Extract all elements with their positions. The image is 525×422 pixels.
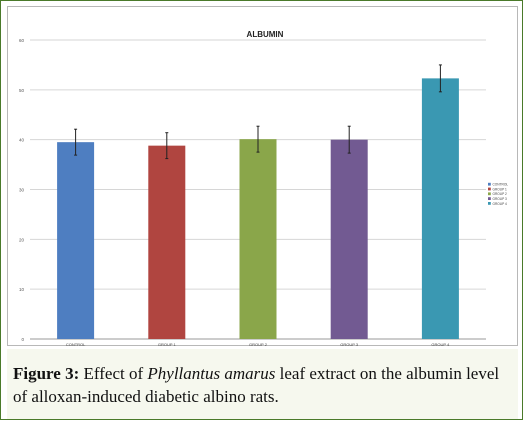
legend-label: GROUP 4 <box>493 202 508 206</box>
bar-group-4 <box>421 78 459 339</box>
chart-title: ALBUMIN <box>247 30 284 39</box>
caption-text-after: leaf extract on the albumin level of all… <box>13 364 500 406</box>
y-tick-label: 60 <box>19 38 25 43</box>
legend-swatch <box>488 182 491 186</box>
y-tick-label: 50 <box>19 88 25 93</box>
y-tick-label: 30 <box>19 188 25 193</box>
x-axis-labels: CONTROL GROUP 1 GROUP 2 GROUP 3 GROUP 4 <box>66 342 450 347</box>
error-bars <box>74 64 442 160</box>
legend-label: GROUP 3 <box>493 197 508 201</box>
x-tick-label: CONTROL <box>66 342 86 347</box>
x-tick-label: GROUP 4 <box>431 342 450 347</box>
figure-caption: Figure 3: Effect of Phyllantus amarus le… <box>7 349 518 419</box>
y-tick-label: 20 <box>19 237 25 242</box>
x-tick-label: GROUP 2 <box>249 342 268 347</box>
caption-text-before: Effect of <box>79 364 148 383</box>
bars <box>57 78 459 339</box>
legend-label: GROUP 1 <box>493 187 508 191</box>
x-tick-label: GROUP 1 <box>158 342 177 347</box>
caption-label: Figure 3: <box>13 364 80 383</box>
bar-group-1 <box>148 145 186 339</box>
bar-group-3 <box>330 139 368 339</box>
chart-container: ALBUMIN 0 10 20 30 40 50 60 CONTROL GROUP 1 GROU… <box>7 6 518 347</box>
legend-label: CONTROL <box>493 183 509 187</box>
y-tick-label: 0 <box>21 337 24 342</box>
caption-species: Phyllantus amarus <box>147 364 276 383</box>
legend-label: GROUP 2 <box>493 192 508 196</box>
bar-control <box>57 142 95 339</box>
legend-swatch <box>488 197 491 200</box>
x-tick-label: GROUP 3 <box>340 342 359 347</box>
legend-swatch <box>488 187 491 191</box>
y-tick-label: 40 <box>19 138 25 143</box>
y-tick-label: 10 <box>19 287 25 292</box>
legend-swatch <box>488 192 491 196</box>
bar-group-2 <box>239 139 277 339</box>
y-axis: 0 10 20 30 40 50 60 <box>19 38 25 342</box>
legend-swatch <box>488 202 491 205</box>
